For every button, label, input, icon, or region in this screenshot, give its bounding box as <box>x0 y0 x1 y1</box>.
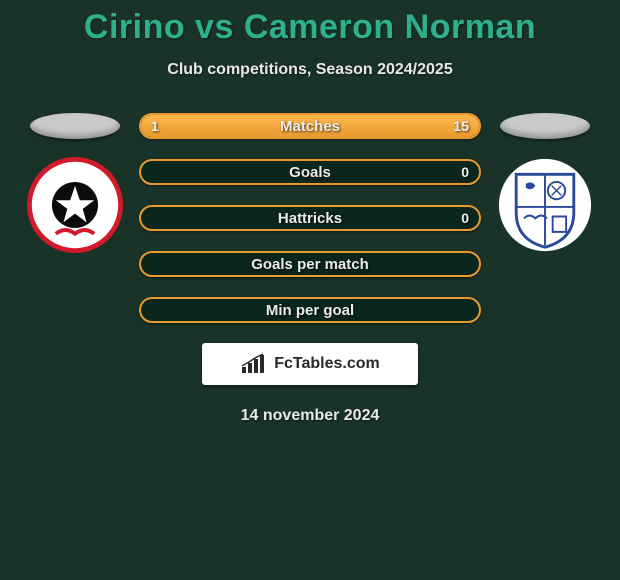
stat-bar: Hattricks0 <box>139 205 481 231</box>
bar-value-right <box>459 253 479 275</box>
bar-value-right: 0 <box>451 161 479 183</box>
fleetwood-badge-icon <box>27 157 123 253</box>
bar-label: Hattricks <box>141 207 479 229</box>
subtitle: Club competitions, Season 2024/2025 <box>0 61 620 79</box>
left-player-col <box>15 113 135 253</box>
bar-value-left <box>141 207 161 229</box>
comparison-row: Matches115Goals0Hattricks0Goals per matc… <box>0 113 620 323</box>
stat-bar: Goals per match <box>139 251 481 277</box>
chart-icon <box>240 353 268 375</box>
right-player-col <box>485 113 605 253</box>
stat-bar: Goals0 <box>139 159 481 185</box>
bar-label: Goals <box>141 161 479 183</box>
comparison-card: Cirino vs Cameron Norman Club competitio… <box>0 0 620 425</box>
bar-value-left: 1 <box>141 115 169 137</box>
bar-value-right: 15 <box>443 115 479 137</box>
bar-value-right <box>459 299 479 321</box>
left-club-badge <box>27 157 123 253</box>
stat-bar: Min per goal <box>139 297 481 323</box>
right-club-badge <box>497 157 593 253</box>
page-title: Cirino vs Cameron Norman <box>0 8 620 47</box>
bar-value-right: 0 <box>451 207 479 229</box>
left-player-oval <box>30 113 120 139</box>
bar-label: Min per goal <box>141 299 479 321</box>
right-player-oval <box>500 113 590 139</box>
bar-value-left <box>141 161 161 183</box>
brand-text: FcTables.com <box>274 355 380 373</box>
brand-box: FcTables.com <box>202 343 418 385</box>
bar-label: Matches <box>141 115 479 137</box>
stat-bars: Matches115Goals0Hattricks0Goals per matc… <box>135 113 485 323</box>
bar-value-left <box>141 253 161 275</box>
bar-value-left <box>141 299 161 321</box>
tranmere-badge-icon <box>497 157 593 253</box>
date-text: 14 november 2024 <box>0 407 620 425</box>
bar-label: Goals per match <box>141 253 479 275</box>
stat-bar: Matches1 15 <box>139 113 481 139</box>
